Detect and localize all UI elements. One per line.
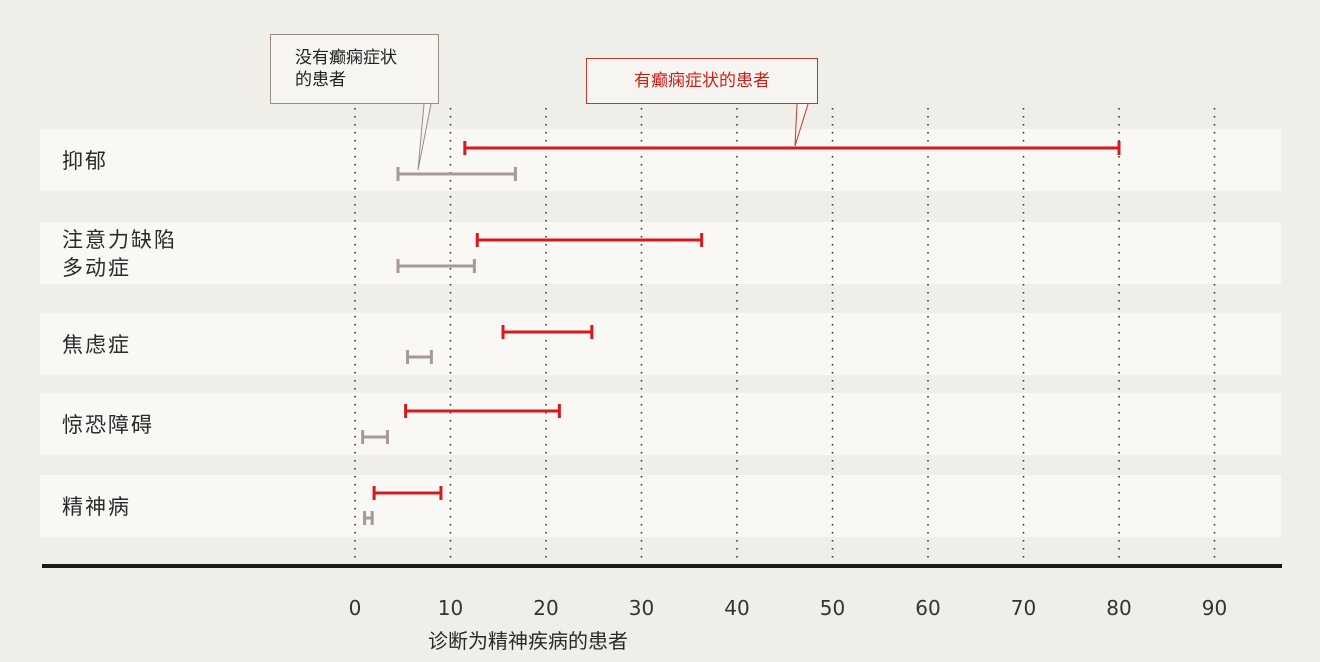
row-band <box>40 475 1281 537</box>
legend-label-with-seizure: 有癫痫症状的患者 <box>634 71 770 91</box>
category-label: 惊恐障碍 <box>62 413 154 437</box>
row-band <box>40 129 1281 191</box>
callout-pointer-without-seizure <box>417 103 432 171</box>
row-band <box>40 222 1281 284</box>
x-tick-label: 70 <box>1011 596 1036 620</box>
row-band <box>40 393 1281 455</box>
x-tick-label: 10 <box>438 596 463 620</box>
category-label: 抑郁 <box>62 149 108 173</box>
x-axis-title: 诊断为精神疾病的患者 <box>428 629 628 653</box>
row-band <box>40 313 1281 375</box>
x-tick-label: 60 <box>915 596 940 620</box>
x-tick-label: 20 <box>533 596 558 620</box>
callout-pointer-with-seizure <box>794 103 809 147</box>
category-label: 精神病 <box>62 495 131 519</box>
legend-label-without-seizure: 没有癫痫症状 的患者 <box>295 48 397 90</box>
x-tick-label: 40 <box>724 596 749 620</box>
category-label: 注意力缺陷多动症 <box>62 228 177 280</box>
x-tick-label: 0 <box>349 596 362 620</box>
legend-callout-without-seizure: 没有癫痫症状 的患者 <box>270 34 439 104</box>
x-tick-label: 90 <box>1202 596 1227 620</box>
legend-callout-with-seizure: 有癫痫症状的患者 <box>586 58 818 104</box>
x-tick-label: 30 <box>629 596 654 620</box>
x-tick-label: 80 <box>1106 596 1131 620</box>
x-tick-label: 50 <box>820 596 845 620</box>
category-label: 焦虑症 <box>62 333 131 357</box>
